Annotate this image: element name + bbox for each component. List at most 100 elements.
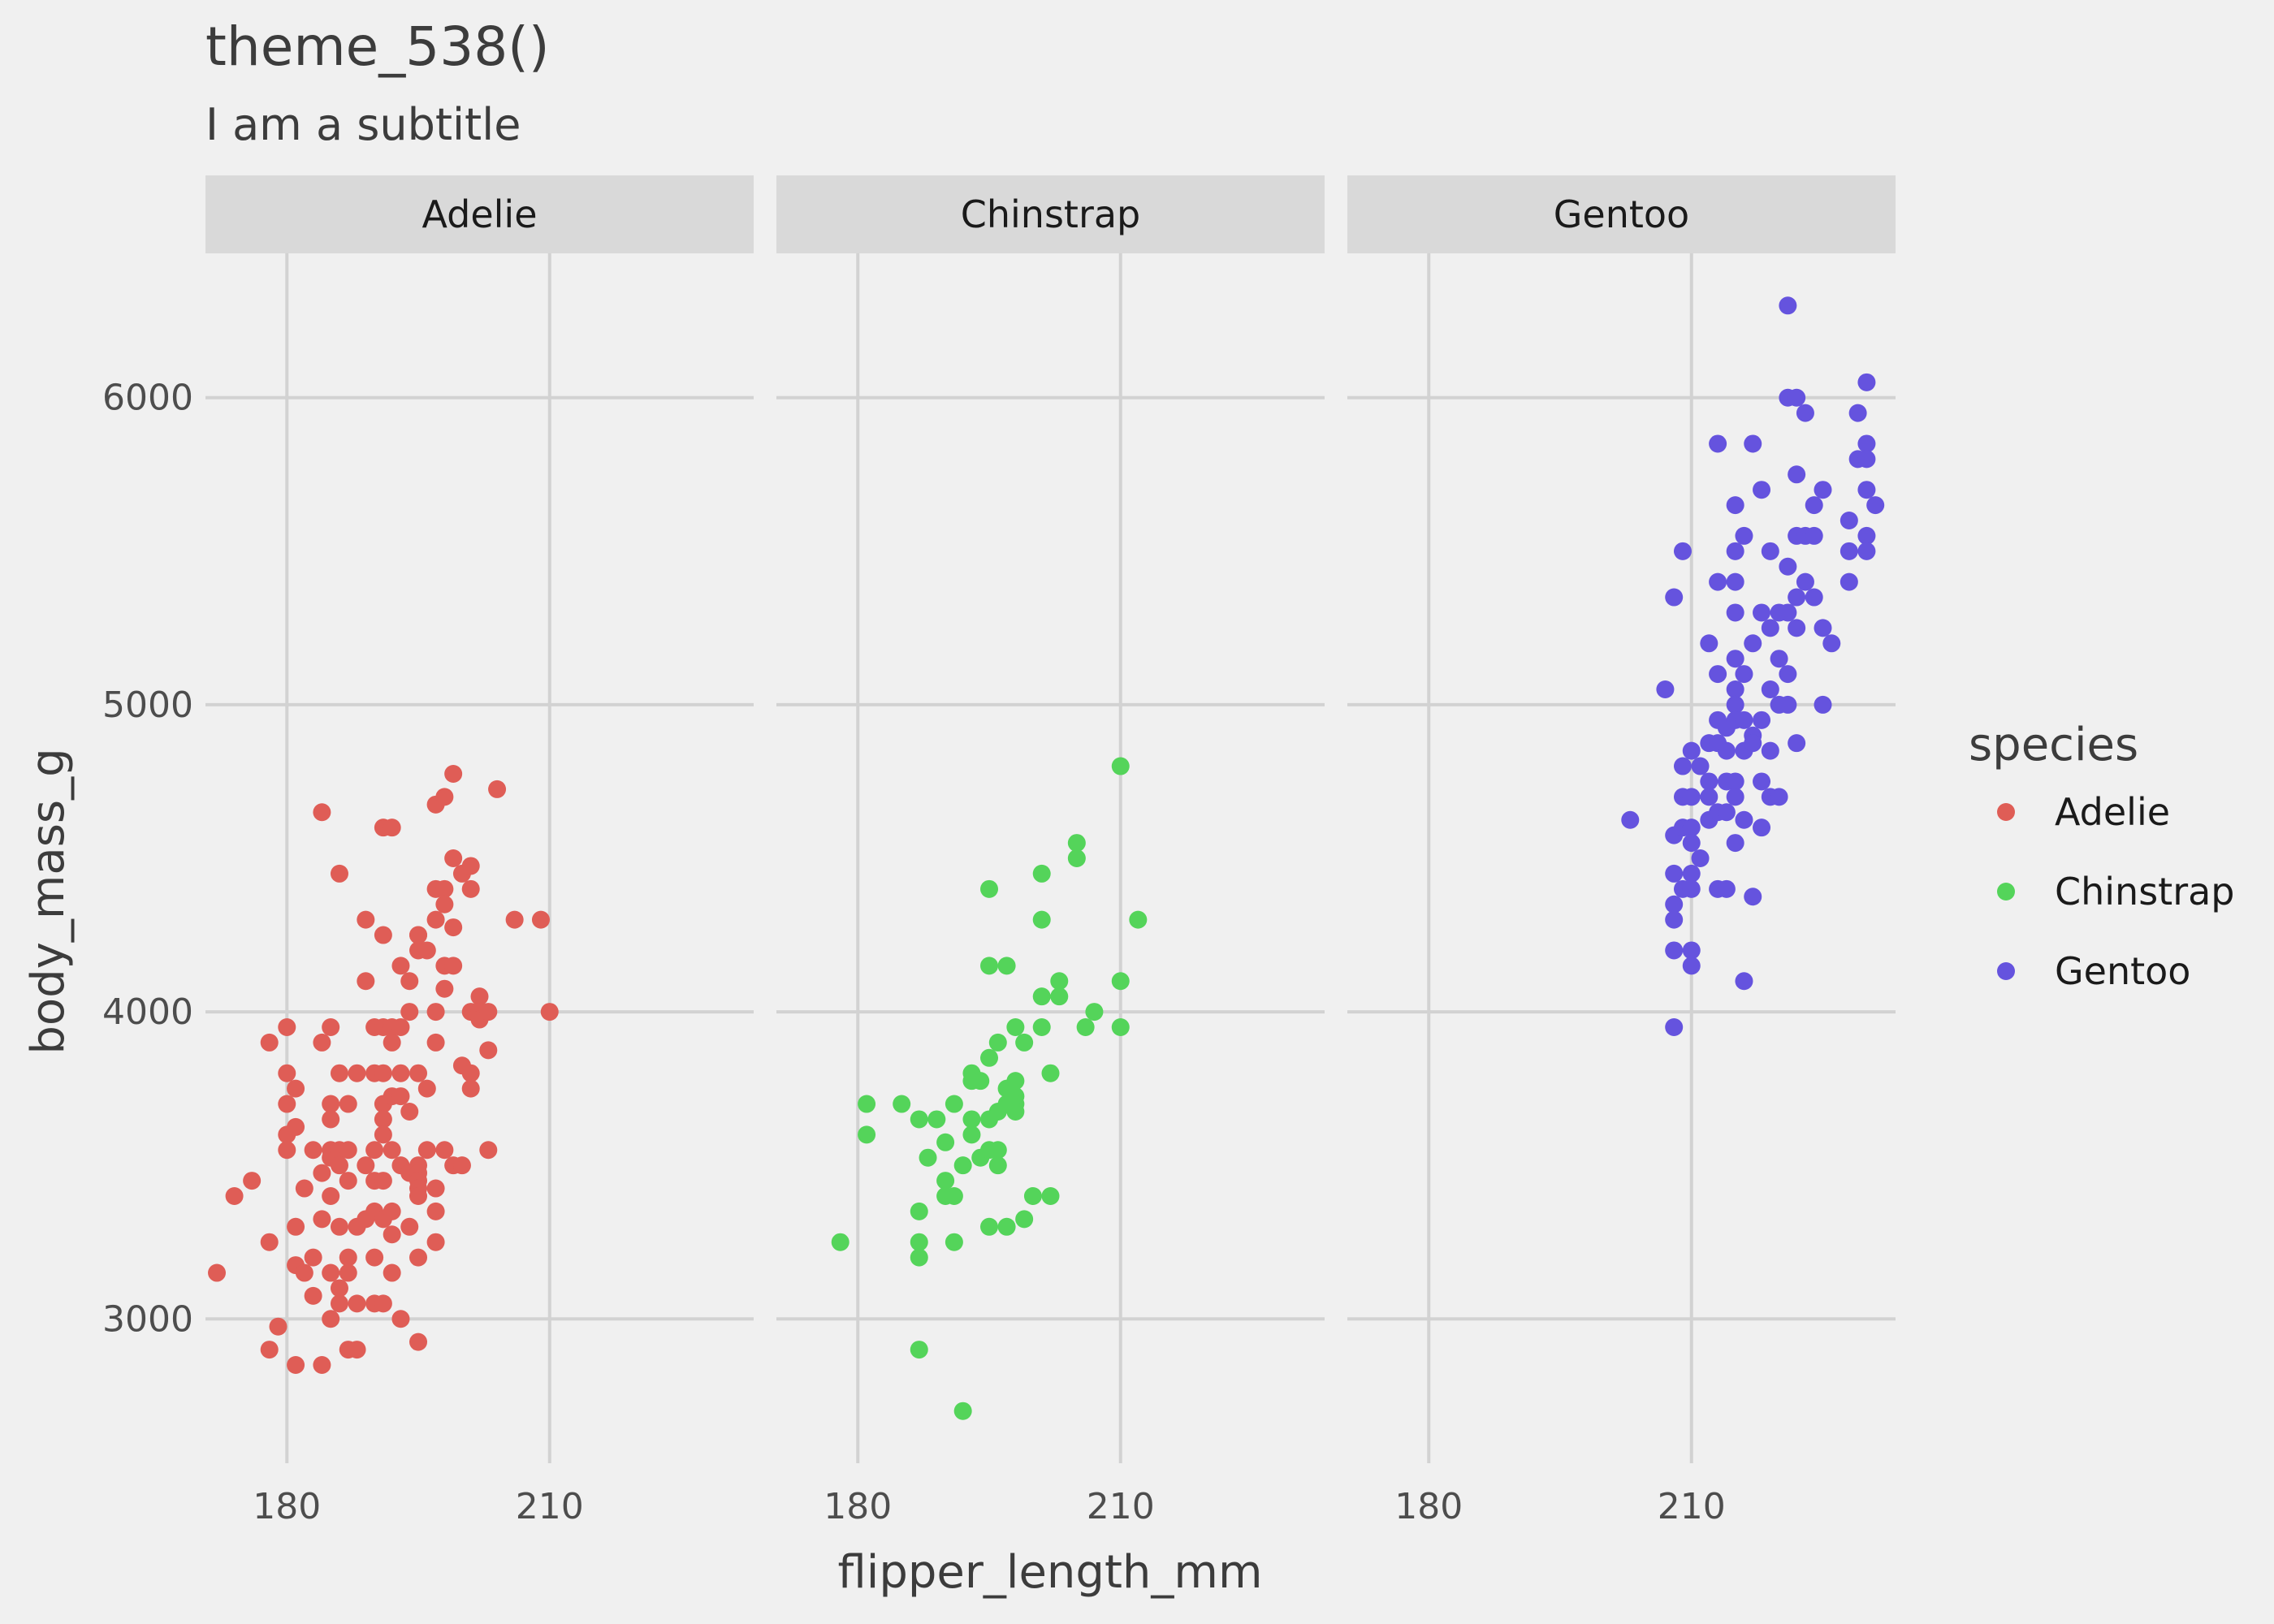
facet-strip-label: Gentoo bbox=[1554, 192, 1689, 236]
y-tick-label: 6000 bbox=[102, 378, 193, 419]
data-point bbox=[374, 1110, 392, 1129]
data-point bbox=[374, 1172, 392, 1190]
chart-title: theme_538() bbox=[205, 15, 550, 78]
x-tick-label: 180 bbox=[1394, 1486, 1463, 1527]
data-point bbox=[278, 1095, 296, 1113]
data-point bbox=[426, 1233, 445, 1251]
data-point bbox=[383, 1202, 401, 1220]
data-point bbox=[1840, 542, 1858, 560]
data-point bbox=[409, 1064, 428, 1082]
data-point bbox=[1032, 1017, 1051, 1036]
legend-label: Chinstrap bbox=[2055, 870, 2235, 914]
data-point bbox=[962, 1110, 981, 1129]
data-point bbox=[1761, 619, 1779, 637]
data-point bbox=[1682, 741, 1701, 760]
y-tick-label: 5000 bbox=[102, 685, 193, 726]
data-point bbox=[1788, 734, 1806, 753]
facet-strip bbox=[205, 175, 754, 253]
data-point bbox=[409, 1248, 428, 1267]
data-point bbox=[945, 1095, 963, 1113]
data-point bbox=[348, 1064, 366, 1082]
data-point bbox=[1735, 710, 1753, 729]
data-point bbox=[1805, 496, 1823, 515]
data-point bbox=[1006, 1017, 1025, 1036]
data-point bbox=[1682, 788, 1701, 806]
x-tick-label: 180 bbox=[824, 1486, 892, 1527]
data-point bbox=[330, 1279, 348, 1298]
data-point bbox=[322, 1263, 340, 1282]
data-point bbox=[1857, 481, 1876, 499]
data-point bbox=[1006, 1102, 1025, 1121]
data-point bbox=[1015, 1210, 1034, 1229]
facet-panels: Adelie 180 210 Chinstrap 180 210 Gentoo 180 210 3… bbox=[102, 175, 1896, 1527]
data-point bbox=[1111, 1017, 1130, 1036]
data-point bbox=[1717, 803, 1736, 822]
data-point bbox=[322, 1186, 340, 1205]
data-point bbox=[1779, 695, 1797, 714]
data-point bbox=[997, 1217, 1016, 1236]
data-point bbox=[531, 910, 550, 929]
legend-key bbox=[1997, 883, 2015, 901]
data-point bbox=[1682, 834, 1701, 853]
facet-strip-label: Adelie bbox=[422, 192, 537, 236]
data-point bbox=[339, 1172, 357, 1190]
data-point bbox=[435, 895, 454, 914]
data-point bbox=[1796, 404, 1814, 422]
y-tick-label: 4000 bbox=[102, 991, 193, 1033]
data-point bbox=[409, 1186, 428, 1205]
data-point bbox=[1753, 772, 1771, 791]
data-point bbox=[260, 1033, 279, 1052]
data-point bbox=[391, 1310, 410, 1328]
data-point bbox=[1717, 879, 1736, 898]
data-point bbox=[1682, 879, 1701, 898]
data-point bbox=[1735, 810, 1753, 829]
data-point bbox=[1735, 665, 1753, 684]
data-point bbox=[426, 1003, 445, 1021]
data-point bbox=[1673, 757, 1692, 775]
data-point bbox=[945, 1233, 963, 1251]
data-point bbox=[1744, 734, 1762, 753]
facet-strip-label: Chinstrap bbox=[961, 192, 1141, 236]
data-point bbox=[339, 1095, 357, 1113]
data-point bbox=[260, 1233, 279, 1251]
data-point bbox=[910, 1202, 928, 1220]
y-tick-label: 3000 bbox=[102, 1298, 193, 1340]
data-point bbox=[260, 1341, 279, 1359]
data-point bbox=[1735, 526, 1753, 545]
data-point bbox=[893, 1095, 911, 1113]
data-point bbox=[304, 1286, 322, 1305]
data-point bbox=[1726, 834, 1744, 853]
data-point bbox=[1665, 588, 1684, 607]
data-point bbox=[365, 1141, 384, 1160]
legend-item-gentoo: Gentoo bbox=[1997, 949, 2190, 993]
data-point bbox=[1726, 496, 1744, 515]
data-point bbox=[1788, 619, 1806, 637]
legend: species Adelie Chinstrap Gentoo bbox=[1969, 719, 2235, 993]
data-point bbox=[1840, 512, 1858, 530]
data-point bbox=[540, 1003, 559, 1021]
data-point bbox=[1111, 972, 1130, 991]
data-point bbox=[1753, 481, 1771, 499]
data-point bbox=[357, 1156, 375, 1175]
data-point bbox=[1744, 434, 1762, 453]
data-point bbox=[1032, 987, 1051, 1006]
data-point bbox=[858, 1125, 876, 1144]
data-point bbox=[409, 926, 428, 944]
data-point bbox=[1700, 788, 1718, 806]
data-point bbox=[322, 1110, 340, 1129]
data-point bbox=[1726, 695, 1744, 714]
data-point bbox=[313, 803, 331, 822]
data-point bbox=[374, 1125, 392, 1144]
data-point bbox=[461, 1079, 480, 1098]
data-point bbox=[1788, 588, 1806, 607]
data-point bbox=[322, 1095, 340, 1113]
data-point bbox=[1032, 864, 1051, 883]
data-point bbox=[295, 1263, 313, 1282]
data-point bbox=[980, 1217, 999, 1236]
data-point bbox=[313, 1355, 331, 1374]
data-point bbox=[391, 1064, 410, 1082]
data-point bbox=[1032, 910, 1051, 929]
data-point bbox=[1006, 1072, 1025, 1091]
data-point bbox=[357, 910, 375, 929]
